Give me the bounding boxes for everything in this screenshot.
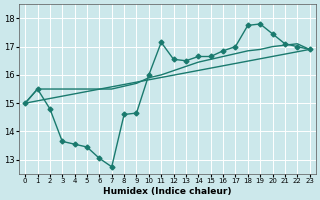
X-axis label: Humidex (Indice chaleur): Humidex (Indice chaleur) <box>103 187 232 196</box>
